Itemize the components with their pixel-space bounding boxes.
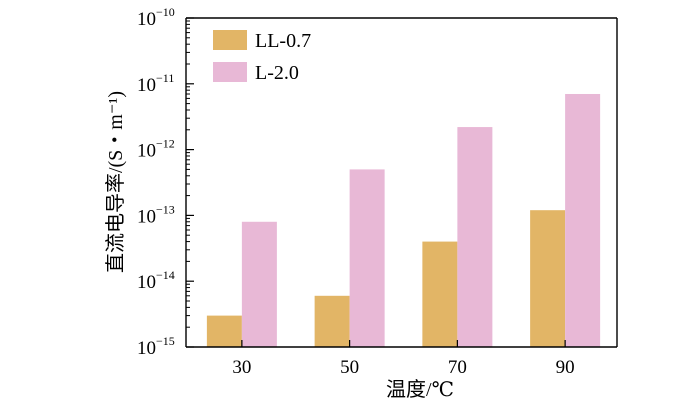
x-tick-label-30: 30 <box>232 357 251 378</box>
bar-l-2-0-90 <box>565 93 601 347</box>
legend-swatch-l-2-0 <box>213 62 247 82</box>
y-tick-exponent: −12 <box>156 137 175 151</box>
bar-l-2-0-50 <box>349 169 385 347</box>
legend-label-l-2-0: L-2.0 <box>255 62 299 84</box>
y-tick-label: 10 <box>137 206 156 227</box>
bars <box>206 93 601 347</box>
legend-swatch-ll-0-7 <box>213 30 247 50</box>
y-tick-exponent: −13 <box>156 202 175 216</box>
axes <box>185 17 618 348</box>
y-tick-label: 10 <box>137 272 156 293</box>
x-tick-label-90: 90 <box>556 357 575 378</box>
x-axis-title: 温度/℃ <box>386 378 454 401</box>
bar-l-2-0-30 <box>241 221 277 347</box>
y-tick-exponent: −15 <box>156 334 175 348</box>
bar-ll-0-7-50 <box>314 295 350 347</box>
bar-l-2-0-70 <box>457 127 493 347</box>
bar-ll-0-7-70 <box>422 241 458 347</box>
y-tick-label: 10 <box>137 9 156 30</box>
legend-label-ll-0-7: LL-0.7 <box>255 30 311 52</box>
bar-ll-0-7-30 <box>206 315 242 347</box>
legend: LL-0.7 L-2.0 <box>213 30 311 84</box>
y-tick-label: 10 <box>137 338 156 359</box>
x-tick-label-70: 70 <box>448 357 467 378</box>
x-tick-label-50: 50 <box>340 357 359 378</box>
y-tick-exponent: −10 <box>156 5 175 19</box>
y-axis-title: 直流电导率/(S・m⁻¹) <box>104 91 127 273</box>
y-tick-exponent: −14 <box>156 268 175 282</box>
y-tick-label: 10 <box>137 75 156 96</box>
x-axis-ticks: 30 50 70 90 <box>232 340 575 378</box>
bar-ll-0-7-90 <box>530 210 566 347</box>
y-tick-label: 10 <box>137 141 156 162</box>
y-tick-exponent: −11 <box>156 71 174 85</box>
